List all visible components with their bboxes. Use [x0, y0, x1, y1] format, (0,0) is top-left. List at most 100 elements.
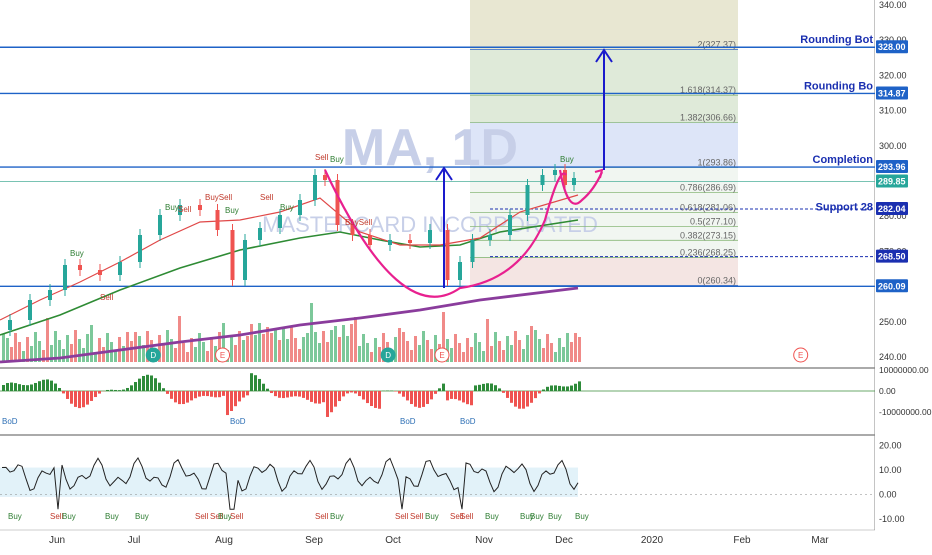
osc1-bar [254, 375, 257, 391]
osc1-bar [142, 376, 145, 391]
candle-body [526, 185, 530, 215]
osc1-bar [470, 391, 473, 405]
osc1-bar [354, 391, 357, 393]
osc1-bar [162, 388, 165, 391]
osc1-bar [522, 391, 525, 409]
osc1-bar [94, 391, 97, 397]
osc1-bar [34, 383, 37, 391]
osc1-bar [434, 391, 437, 394]
osc1-bar [242, 391, 245, 398]
signal-label: Buy [560, 155, 574, 164]
candle-body [471, 240, 475, 262]
volume-bar [282, 328, 285, 362]
price-tick-label: 300.00 [879, 141, 907, 151]
osc1-bar [346, 391, 349, 393]
candle-body [158, 215, 162, 235]
price-badge-label: 293.96 [878, 162, 906, 172]
volume-bar [410, 350, 413, 362]
candle-body [368, 235, 372, 245]
candle-body [138, 235, 142, 262]
candle-body [231, 230, 235, 280]
osc1-bar [206, 391, 209, 396]
osc1-bar [274, 391, 277, 396]
osc1-bar [286, 391, 289, 398]
volume-bar [514, 331, 517, 362]
osc2-signal-label: Buy [330, 512, 344, 521]
signal-label: Sell [315, 153, 329, 162]
volume-bar [338, 337, 341, 362]
volume-bar [178, 316, 181, 362]
osc1-bar [38, 381, 41, 391]
volume-bar [566, 333, 569, 362]
osc1-bar [534, 391, 537, 398]
osc1-bar [566, 386, 569, 391]
volume-bar [490, 346, 493, 362]
osc1-bar [426, 391, 429, 404]
osc2-tick-label: 0.00 [879, 490, 897, 500]
osc1-bar [550, 386, 553, 391]
osc1-bar [90, 391, 93, 401]
volume-bar [290, 327, 293, 362]
osc2-signal-label: Sell [460, 512, 474, 521]
osc1-bar [542, 390, 545, 391]
candle-body [508, 215, 512, 235]
osc1-bar [378, 391, 381, 409]
candle-body [28, 300, 32, 320]
osc2-signal-label: Sell [410, 512, 424, 521]
volume-bar [486, 319, 489, 362]
osc1-bar [366, 391, 369, 403]
signal-label: Buy [330, 155, 344, 164]
volume-bar [90, 325, 93, 362]
volume-bar [302, 337, 305, 362]
bod-label: BoD [2, 417, 18, 426]
volume-bar [526, 335, 529, 362]
price-tick-label: 320.00 [879, 70, 907, 80]
osc1-bar [98, 391, 101, 394]
osc1-bar [526, 391, 529, 407]
fib-level-label: 1.382(306.66) [680, 112, 736, 122]
fib-level-label: 0.618(281.06) [680, 202, 736, 212]
osc1-bar [158, 383, 161, 391]
level-annotation: Rounding Bo [804, 80, 873, 92]
osc1-bar [554, 385, 557, 391]
signal-label: Buy [280, 203, 294, 212]
osc1-bar [138, 379, 141, 391]
volume-bar [578, 337, 581, 362]
event-marker-label: E [220, 351, 225, 360]
volume-bar [46, 318, 49, 362]
volume-bar [126, 332, 129, 362]
osc1-bar [146, 375, 149, 391]
volume-bar [450, 348, 453, 362]
osc1-bar [466, 391, 469, 404]
volume-bar [206, 351, 209, 362]
volume-bar [510, 345, 513, 362]
time-tick-label: Aug [215, 535, 233, 546]
volume-bar [166, 330, 169, 362]
time-tick-label: Feb [733, 535, 751, 546]
osc1-bar [110, 390, 113, 391]
price-badge-label: 268.50 [878, 252, 906, 262]
volume-bar [254, 335, 257, 362]
osc1-bar [438, 388, 441, 391]
volume-bar [230, 336, 233, 362]
osc1-bar [70, 391, 73, 404]
osc1-bar [330, 391, 333, 412]
osc2-signal-label: Buy [105, 512, 119, 521]
osc2-tick-label: -10.00 [879, 514, 905, 524]
osc2-signal-label: Buy [530, 512, 544, 521]
volume-bar [522, 349, 525, 362]
volume-bar [26, 337, 29, 362]
osc1-bar [510, 391, 513, 403]
osc1-bar [238, 391, 241, 401]
volume-bar [210, 337, 213, 362]
osc2-signal-label: Buy [8, 512, 22, 521]
signal-label: Sell [100, 293, 114, 302]
volume-bar [130, 341, 133, 362]
signal-label: Buy [225, 206, 239, 215]
volume-bar [414, 336, 417, 362]
osc1-bar [282, 391, 285, 398]
osc1-bar [86, 391, 89, 405]
osc1-bar [150, 375, 153, 391]
volume-bar [494, 332, 497, 362]
